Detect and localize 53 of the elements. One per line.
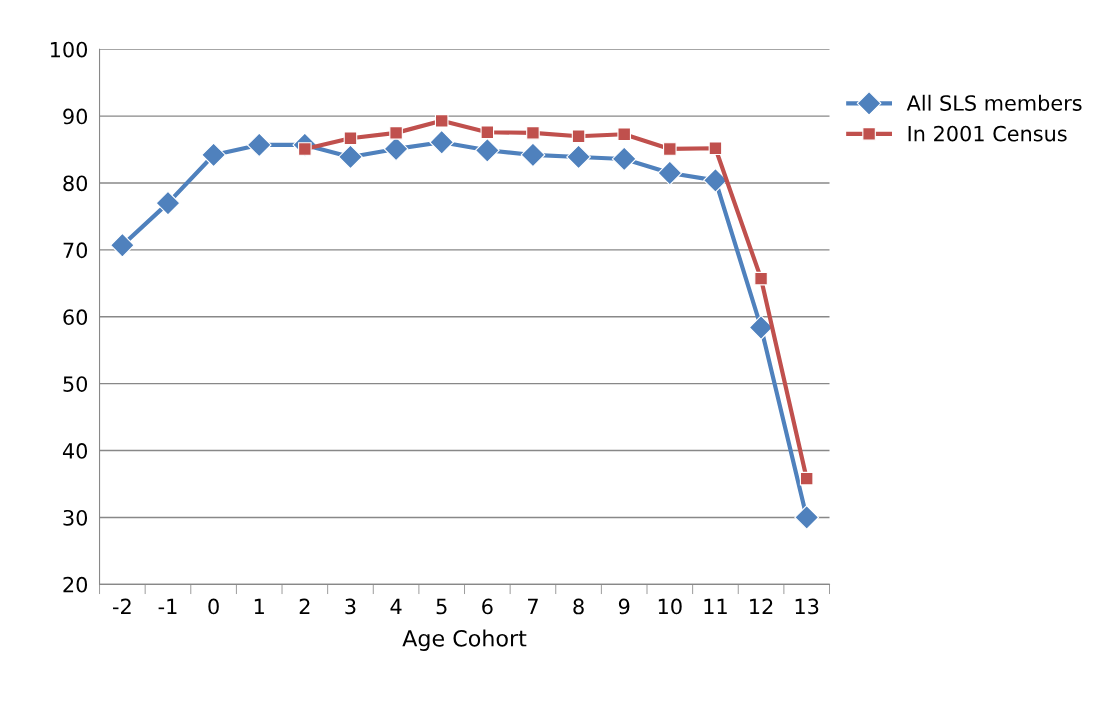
x-tick-label: 8 xyxy=(573,598,584,615)
point xyxy=(566,144,591,170)
x-tick-label: 2 xyxy=(299,598,310,615)
y-tick-label: 40 xyxy=(62,443,88,459)
point xyxy=(338,144,363,170)
y-tick-label: 90 xyxy=(63,108,88,125)
legend-label: All SLS members xyxy=(906,94,1082,111)
point xyxy=(434,114,449,128)
point xyxy=(389,126,403,140)
point xyxy=(110,232,135,258)
point xyxy=(611,146,637,172)
y-tick-label: 50 xyxy=(63,376,88,392)
point xyxy=(246,132,272,158)
point xyxy=(617,127,632,142)
x-tick-label: 5 xyxy=(436,598,447,615)
x-tick-label: 11 xyxy=(704,598,727,615)
x-tick-label: 12 xyxy=(750,598,773,615)
y-tick-label: 100 xyxy=(50,41,88,58)
x-tick-label: 7 xyxy=(528,598,538,615)
point xyxy=(155,190,181,216)
y-tick-label: 60 xyxy=(63,309,88,326)
y-tick-label: 20 xyxy=(63,576,88,593)
y-tick-label: 80 xyxy=(63,175,88,192)
x-tick-label: 0 xyxy=(208,598,219,615)
point xyxy=(480,125,495,140)
point xyxy=(201,142,226,168)
point xyxy=(799,471,814,486)
y-tick-label: 70 xyxy=(63,242,88,259)
point xyxy=(663,142,677,156)
legend-label: In 2001 Census xyxy=(908,125,1067,142)
x-tick-label: 13 xyxy=(795,598,819,615)
point xyxy=(794,505,820,530)
point xyxy=(657,160,683,186)
y-tick-label: 30 xyxy=(63,509,88,526)
point xyxy=(754,271,768,286)
point xyxy=(708,141,723,156)
x-tick-label: 9 xyxy=(618,598,630,615)
x-tick-label: 10 xyxy=(658,598,682,615)
point xyxy=(429,129,455,155)
x-tick-label: -2 xyxy=(112,598,131,615)
point xyxy=(571,129,586,144)
point xyxy=(474,137,500,163)
point xyxy=(520,142,546,168)
x-tick-label: 1 xyxy=(254,598,264,615)
x-tick-label: 3 xyxy=(345,598,356,615)
point xyxy=(343,131,358,146)
point xyxy=(748,315,774,340)
x-tick-label: -1 xyxy=(158,598,177,615)
x-axis-title: Age Cohort xyxy=(402,629,527,651)
x-tick-label: 6 xyxy=(482,598,493,615)
x-tick-label: 4 xyxy=(390,598,402,615)
point xyxy=(526,126,540,140)
point xyxy=(703,168,728,193)
